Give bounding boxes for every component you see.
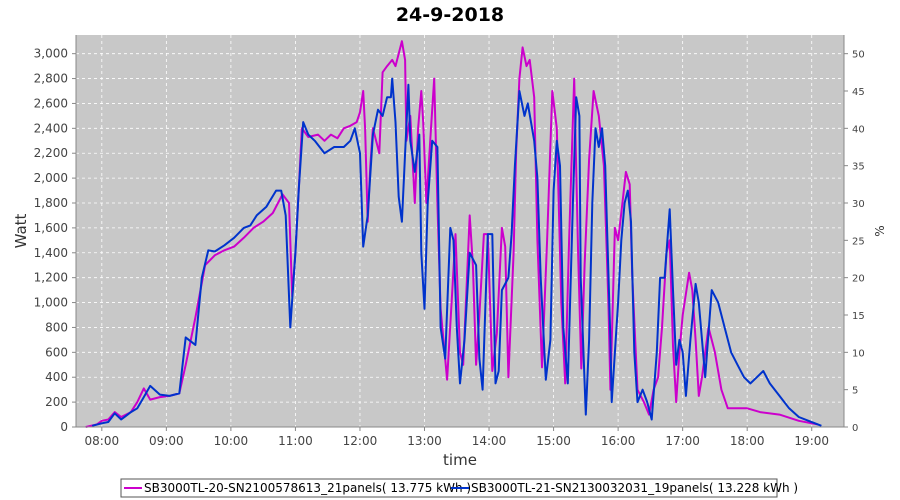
x-tick-label: 10:00 [214,434,249,448]
y-tick-label: 2,400 [34,121,68,135]
y-tick-label: 1,000 [34,296,68,310]
y-tick-label: 1,800 [34,196,68,210]
y-tick-label: 0 [60,420,68,434]
chart-title: 24-9-2018 [396,4,504,26]
grid-lines [76,35,844,428]
x-tick-label: 16:00 [601,434,636,448]
x-tick-label: 17:00 [665,434,700,448]
x-tick-label: 19:00 [794,434,829,448]
x-tick-label: 12:00 [343,434,378,448]
y2-tick-label: 0 [852,423,858,434]
y2-tick-label: 30 [852,199,865,210]
y2-tick-label: 5 [852,386,858,397]
y-tick-label: 2,800 [34,72,68,86]
series-line-1 [85,40,819,428]
y-axis-ticks: 0 200 400 600 800 1,000 1,200 1,400 1,600 1,800 2,… [34,47,76,434]
legend: SB3000TL-20-SN2100578613_21panels( 13.77… [120,478,798,498]
y2-tick-label: 40 [852,124,865,135]
y2-tick-label: 10 [852,348,865,359]
y2-tick-label: 35 [852,162,865,173]
x-tick-label: 08:00 [85,434,120,448]
legend-label-series-2: SB3000TL-21-SN2130032031_19panels( 13.22… [471,481,798,495]
y-tick-label: 3,000 [34,47,68,61]
y-tick-label: 600 [45,345,68,359]
y2-axis-ticks: 0 5 10 15 20 25 30 35 40 45 50 [844,50,865,434]
legend-box [120,478,778,498]
legend-label-series-1: SB3000TL-20-SN2100578613_21panels( 13.77… [144,481,471,495]
x-tick-label: 15:00 [536,434,571,448]
y-tick-label: 1,400 [34,246,68,260]
y2-tick-label: 45 [852,87,865,98]
y2-axis-label: % [873,225,887,236]
y2-tick-label: 25 [852,236,865,247]
x-tick-label: 11:00 [278,434,313,448]
x-axis-label: time [443,451,477,469]
series-lines [85,40,822,428]
y-tick-label: 1,200 [34,271,68,285]
y-tick-label: 2,000 [34,171,68,185]
y2-tick-label: 15 [852,311,865,322]
x-axis-ticks: 08:00 09:00 10:00 11:00 12:00 13:00 14:00 15:00… [85,427,829,448]
series-line-2 [91,77,822,427]
y-tick-label: 1,600 [34,221,68,235]
y2-tick-label: 50 [852,50,865,61]
y-tick-label: 800 [45,320,68,334]
x-tick-label: 18:00 [730,434,765,448]
x-tick-label: 09:00 [149,434,184,448]
y-tick-label: 400 [45,370,68,384]
x-tick-label: 13:00 [407,434,442,448]
y-tick-label: 2,600 [34,96,68,110]
y-axis-label: Watt [12,213,30,248]
y-tick-label: 200 [45,395,68,409]
y2-tick-label: 20 [852,274,865,285]
y-tick-label: 2,200 [34,146,68,160]
x-tick-label: 14:00 [472,434,507,448]
